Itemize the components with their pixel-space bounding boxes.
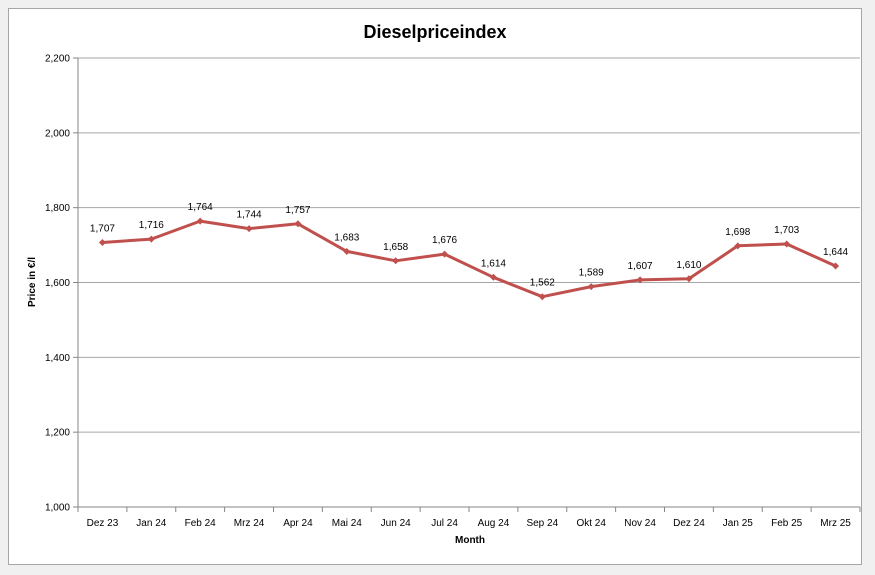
y-tick-labels: 1,000 1,200 1,400 1,600 1,800 2,000 2,200 [45,54,70,514]
data-label: 1,764 [188,202,213,213]
x-tick-label: Nov 24 [624,518,656,529]
x-tick-label: Dez 23 [87,518,119,529]
data-point [196,217,204,225]
y-tick-label: 1,400 [45,353,70,364]
x-tick-label: Sep 24 [526,518,558,529]
data-point [587,283,595,291]
data-label: 1,644 [823,247,848,258]
data-label: 1,716 [139,220,164,231]
data-point [392,257,400,265]
axes [73,57,861,512]
chart-area [8,8,862,565]
x-tick-label: Mrz 24 [234,518,265,529]
data-label: 1,683 [334,232,359,243]
x-tick-label: Jul 24 [431,518,458,529]
data-point [489,273,497,281]
data-point [783,240,791,248]
y-tick-label: 1,000 [45,503,70,514]
data-label: 1,703 [774,225,799,236]
data-point [294,220,302,228]
data-point [685,275,693,283]
data-label: 1,562 [530,278,555,289]
y-tick-label: 2,000 [45,128,70,139]
data-label: 1,698 [725,227,750,238]
data-label: 1,610 [676,260,701,271]
x-tick-label: Jun 24 [381,518,411,529]
y-axis-title: Price in €/l [27,257,38,307]
data-label: 1,757 [285,205,310,216]
x-tick-label: Aug 24 [478,518,510,529]
data-point [538,293,546,301]
x-tick-label: Okt 24 [576,518,606,529]
x-tick-label: Feb 25 [771,518,803,529]
x-tick-label: Dez 24 [673,518,705,529]
data-label: 1,607 [628,261,653,272]
y-tick-label: 1,200 [45,428,70,439]
data-label: 1,614 [481,258,506,269]
data-point [98,238,106,246]
data-label: 1,658 [383,242,408,253]
x-tick-label: Feb 24 [185,518,217,529]
series-price [98,217,840,301]
chart-title: Dieselpriceindex [363,22,506,42]
data-label: 1,676 [432,235,457,246]
x-tick-label: Mrz 25 [820,518,851,529]
data-point [343,247,351,255]
data-point [734,242,742,250]
x-axis-title: Month [455,535,485,546]
data-point [832,262,840,270]
x-tick-label: Jan 25 [723,518,753,529]
y-tick-label: 2,200 [45,54,70,65]
x-tick-label: Jan 24 [136,518,166,529]
data-point [245,225,253,233]
x-tick-label: Mai 24 [332,518,362,529]
data-point [636,276,644,284]
data-labels: 1,707 1,716 1,764 1,744 1,757 1,683 1,658 1,676… [90,202,849,289]
x-tick-labels: Dez 23 Jan 24 Feb 24 Mrz 24 Apr 24 Mai 24 Jun … [87,518,852,529]
y-tick-label: 1,800 [45,203,70,214]
gridlines [78,57,860,433]
data-label: 1,589 [579,268,604,279]
data-point [147,235,155,243]
x-tick-label: Apr 24 [283,518,313,529]
data-label: 1,744 [237,210,262,221]
data-label: 1,707 [90,223,115,234]
y-tick-label: 1,600 [45,278,70,289]
data-point [441,250,449,258]
series-line [102,219,837,299]
